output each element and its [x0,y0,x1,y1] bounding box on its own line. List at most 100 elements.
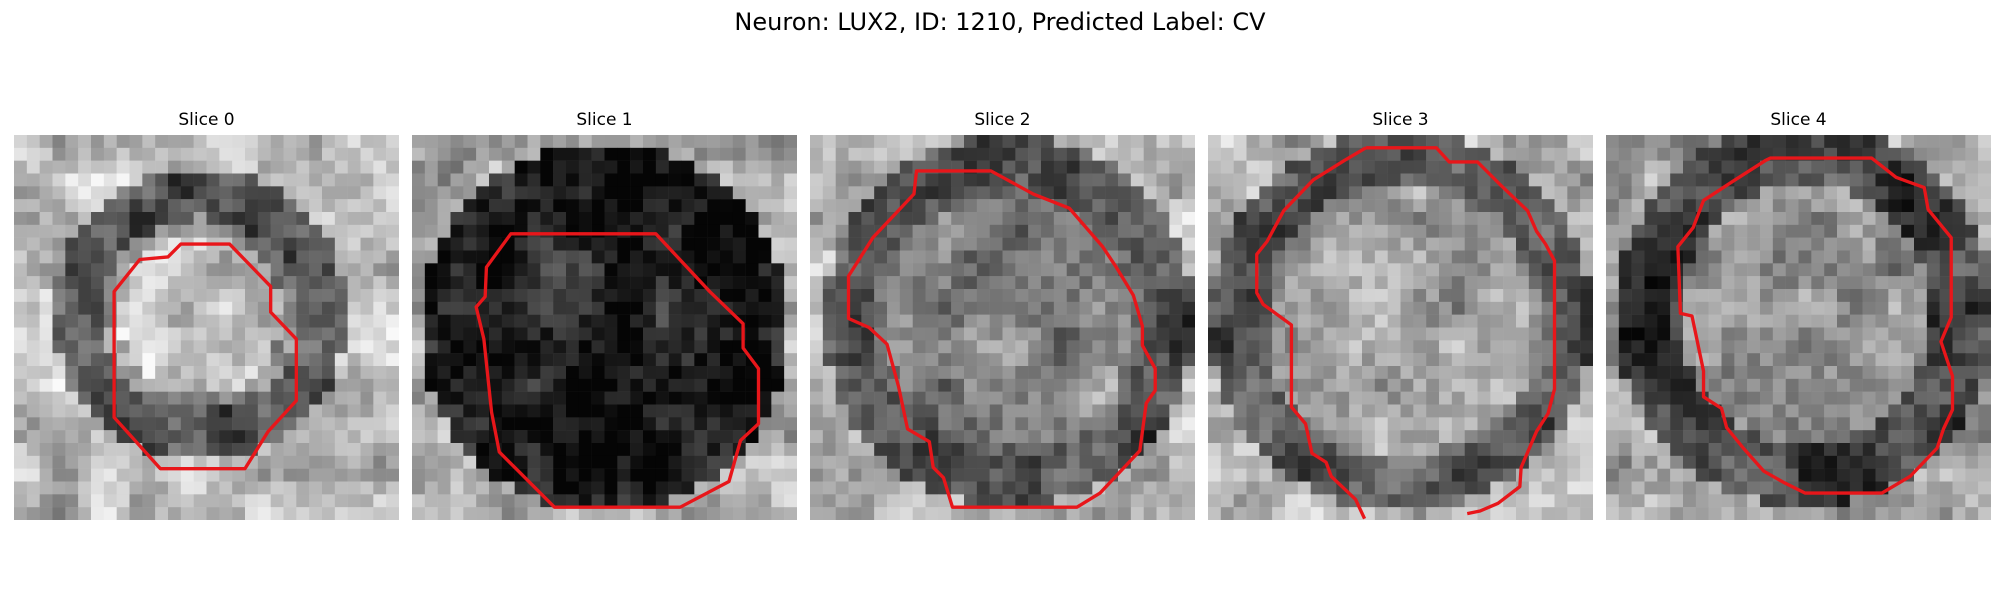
image-pixel [26,276,40,290]
image-pixel [1580,237,1593,251]
image-pixel [1272,455,1286,469]
image-pixel [180,430,194,444]
image-pixel [1285,301,1299,315]
image-pixel [1464,378,1478,392]
image-pixel [514,430,528,444]
image-pixel [1349,289,1363,303]
image-pixel [553,507,567,520]
image-pixel [283,173,297,187]
image-pixel [1426,263,1440,277]
image-pixel [1310,340,1324,354]
image-pixel [245,481,259,495]
image-pixel [1965,353,1979,367]
image-pixel [1002,224,1016,238]
image-pixel [848,507,862,520]
image-pixel [116,494,130,508]
image-pixel [1028,494,1042,508]
image-pixel [1683,135,1697,149]
image-pixel [1606,237,1620,251]
image-pixel [142,494,156,508]
image-pixel [360,391,374,405]
image-pixel [604,404,618,418]
image-pixel [1233,443,1247,457]
image-pixel [1760,404,1774,418]
image-pixel [463,301,477,315]
image-pixel [1747,430,1761,444]
image-pixel [1747,301,1761,315]
image-pixel [643,276,657,290]
image-pixel [232,468,246,482]
image-pixel [655,237,669,251]
image-pixel [1926,417,1940,431]
image-pixel [386,443,399,457]
image-pixel [1760,430,1774,444]
image-pixel [1028,430,1042,444]
image-pixel [52,417,66,431]
image-pixel [1297,263,1311,277]
image-pixel [1118,237,1132,251]
image-pixel [155,507,169,520]
image-pixel [1785,404,1799,418]
image-pixel [707,314,721,328]
image-pixel [630,455,644,469]
image-pixel [771,147,785,161]
image-pixel [219,173,233,187]
image-pixel [1811,263,1825,277]
image-pixel [1606,250,1620,264]
image-pixel [964,353,978,367]
image-pixel [1169,455,1183,469]
image-pixel [912,391,926,405]
image-pixel [604,173,618,187]
image-pixel [193,301,207,315]
image-pixel [257,237,271,251]
image-pixel [296,455,310,469]
image-pixel [232,212,246,226]
image-pixel [540,417,554,431]
image-pixel [1606,404,1620,418]
image-pixel [386,481,399,495]
image-pixel [232,314,246,328]
image-pixel [810,237,824,251]
image-pixel [1541,378,1555,392]
image-pixel [1477,250,1491,264]
image-pixel [142,314,156,328]
image-pixel [694,135,708,149]
image-pixel [39,455,53,469]
image-pixel [1490,340,1504,354]
image-pixel [1451,263,1465,277]
figure-title: Neuron: LUX2, ID: 1210, Predicted Label:… [734,8,1266,36]
image-pixel [245,507,259,520]
image-pixel [1503,430,1517,444]
image-pixel [501,160,515,174]
image-pixel [1875,186,1889,200]
image-pixel [822,314,836,328]
image-pixel [835,173,849,187]
image-pixel [116,301,130,315]
image-pixel [1182,199,1195,213]
image-pixel [655,276,669,290]
image-pixel [1849,378,1863,392]
image-pixel [1387,237,1401,251]
image-pixel [1362,366,1376,380]
image-pixel [1182,237,1195,251]
image-pixel [604,494,618,508]
image-pixel [65,160,79,174]
image-pixel [1978,366,1991,380]
image-pixel [360,224,374,238]
image-pixel [347,455,361,469]
slice-title-4: Slice 4 [1770,110,1827,130]
image-pixel [450,224,464,238]
image-pixel [1182,301,1195,315]
image-pixel [887,494,901,508]
image-pixel [732,212,746,226]
image-pixel [1914,147,1928,161]
image-pixel [771,430,785,444]
image-pixel [1439,430,1453,444]
image-pixel [1567,468,1581,482]
image-pixel [1952,160,1966,174]
image-pixel [373,353,387,367]
image-pixel [604,289,618,303]
image-pixel [373,507,387,520]
image-pixel [1785,289,1799,303]
image-pixel [1952,366,1966,380]
